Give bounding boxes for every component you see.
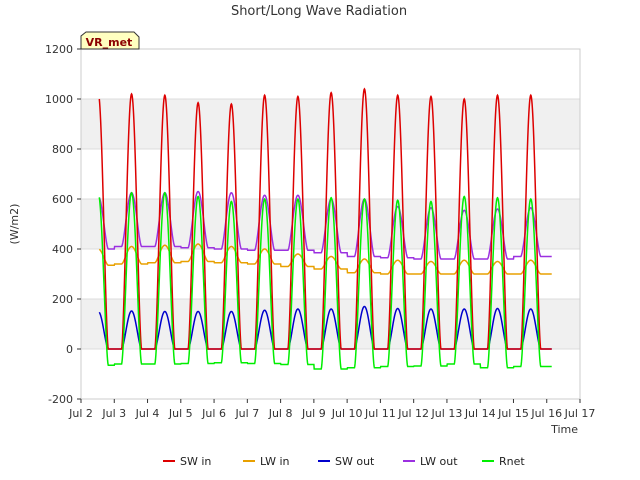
- legend-label-rnet: Rnet: [499, 455, 525, 468]
- series-layer: [98, 87, 552, 370]
- y-axis-ticks: -200 0 200 400 600 800 1000 1200: [45, 43, 81, 406]
- x-tick-label: Jul 2: [68, 407, 93, 420]
- y-axis-label: (W/m2): [8, 204, 21, 245]
- plot-frame: [80, 48, 581, 400]
- x-axis-ticks: Jul 2 Jul 3 Jul 4 Jul 5 Jul 6 Jul 7 Jul 8 Jul 9…: [68, 399, 595, 420]
- badge-label: VR_met: [86, 36, 133, 49]
- badge-shape: [80, 31, 140, 50]
- y-tick-label: 200: [52, 293, 73, 306]
- x-tick-label: Jul 6: [201, 407, 226, 420]
- x-tick-label: Jul 17: [564, 407, 596, 420]
- legend-label-sw-out: SW out: [335, 455, 375, 468]
- series-line-lw-in: [98, 243, 552, 275]
- series-line-rnet: [98, 191, 552, 370]
- x-tick-label: Jul 12: [397, 407, 429, 420]
- plot-band: [81, 99, 580, 149]
- x-tick-label: Jul 4: [135, 407, 160, 420]
- x-tick-label: Jul 3: [101, 407, 126, 420]
- x-tick-label: Jul 9: [301, 407, 326, 420]
- x-tick-label: Jul 5: [168, 407, 193, 420]
- legend-label-lw-in: LW in: [260, 455, 290, 468]
- x-tick-label: Jul 16: [530, 407, 562, 420]
- x-tick-label: Jul 10: [331, 407, 363, 420]
- plot-band: [81, 199, 580, 249]
- x-tick-label: Jul 7: [234, 407, 259, 420]
- legend: SW in LW in SW out LW out Rnet: [163, 455, 525, 468]
- y-tick-label: 400: [52, 243, 73, 256]
- x-tick-label: Jul 14: [464, 407, 496, 420]
- y-tick-label: 1200: [45, 43, 73, 56]
- x-tick-label: Jul 15: [497, 407, 529, 420]
- plot-band: [81, 299, 580, 349]
- station-badge: VR_met: [80, 31, 140, 50]
- x-axis-label: Time: [550, 423, 578, 436]
- x-tick-label: Jul 11: [364, 407, 396, 420]
- legend-label-lw-out: LW out: [420, 455, 458, 468]
- series-line-sw-in: [98, 87, 552, 350]
- chart-title: Short/Long Wave Radiation: [231, 4, 407, 19]
- y-tick-label: 800: [52, 143, 73, 156]
- x-tick-label: Jul 8: [268, 407, 293, 420]
- y-tick-label: 600: [52, 193, 73, 206]
- x-tick-label: Jul 13: [431, 407, 463, 420]
- y-tick-label: 1000: [45, 93, 73, 106]
- y-tick-label: 0: [66, 343, 73, 356]
- legend-label-sw-in: SW in: [180, 455, 211, 468]
- y-tick-label: -200: [48, 393, 73, 406]
- plot-background: [81, 49, 580, 399]
